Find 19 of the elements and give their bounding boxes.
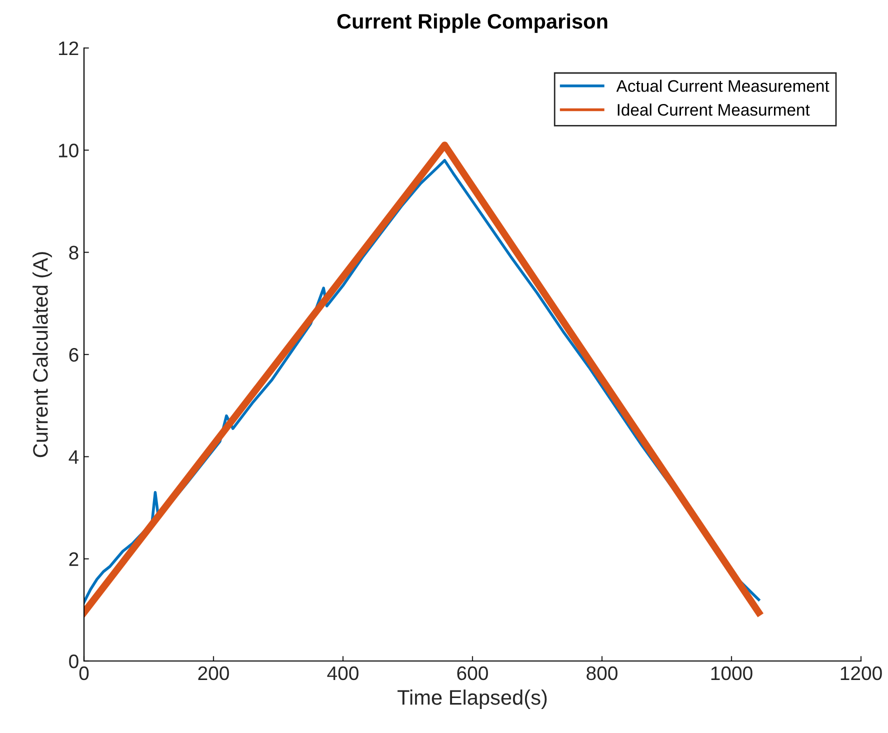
x-tick-label: 1200 bbox=[840, 666, 882, 680]
x-tick-label: 600 bbox=[457, 666, 488, 680]
y-axis-title: Current Calculated (A) bbox=[32, 252, 52, 458]
chart-title: Current Ripple Comparison bbox=[337, 13, 608, 33]
y-tick-label: 12 bbox=[58, 41, 78, 56]
legend-label: Actual Current Measurement bbox=[616, 80, 830, 92]
y-tick-label: 4 bbox=[68, 450, 79, 464]
y-tick-label: 10 bbox=[58, 144, 78, 158]
x-tick-label: 200 bbox=[198, 666, 229, 680]
x-axis-title: Time Elapsed(s) bbox=[398, 690, 547, 709]
x-tick-label: 800 bbox=[586, 666, 618, 680]
y-tick-label: 6 bbox=[69, 348, 78, 362]
x-tick-label: 1000 bbox=[711, 666, 752, 680]
legend-label: Ideal Current Measurment bbox=[618, 104, 810, 116]
y-tick-label: 0 bbox=[69, 654, 78, 668]
x-tick-label: 400 bbox=[327, 666, 358, 680]
x-tick-label: 0 bbox=[79, 666, 89, 680]
y-tick-label: 2 bbox=[69, 552, 78, 566]
y-tick-label: 8 bbox=[69, 246, 78, 260]
